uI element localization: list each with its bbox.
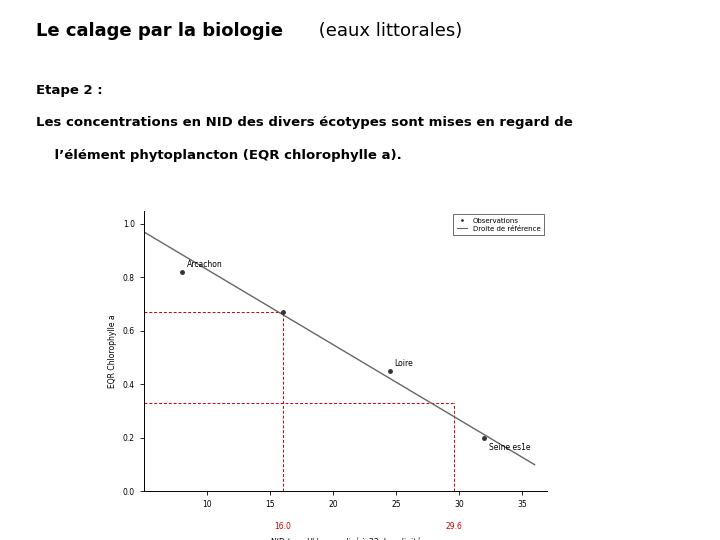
Text: Arcachon: Arcachon <box>187 260 222 269</box>
Text: 0.33: 0.33 <box>0 539 1 540</box>
Text: Le calage par la biologie: Le calage par la biologie <box>36 22 283 39</box>
Text: 0.67: 0.67 <box>0 539 1 540</box>
Text: Seine es1e: Seine es1e <box>490 443 531 453</box>
Text: l’élément phytoplancton (EQR chlorophylle a).: l’élément phytoplancton (EQR chlorophyll… <box>36 148 402 161</box>
X-axis label: NID (µmol/L) normalisé à 33 de salinité: NID (µmol/L) normalisé à 33 de salinité <box>271 537 420 540</box>
Legend: Observations, Droite de référence: Observations, Droite de référence <box>453 214 544 235</box>
Text: Loire: Loire <box>395 360 413 368</box>
Text: 16.0: 16.0 <box>274 522 291 531</box>
Y-axis label: EQR Chlorophylle a: EQR Chlorophylle a <box>108 314 117 388</box>
Text: Etape 2 :: Etape 2 : <box>36 84 103 97</box>
Text: Les concentrations en NID des divers écotypes sont mises en regard de: Les concentrations en NID des divers éco… <box>36 116 572 129</box>
Text: (eaux littorales): (eaux littorales) <box>313 22 462 39</box>
Text: 29.6: 29.6 <box>446 522 462 531</box>
